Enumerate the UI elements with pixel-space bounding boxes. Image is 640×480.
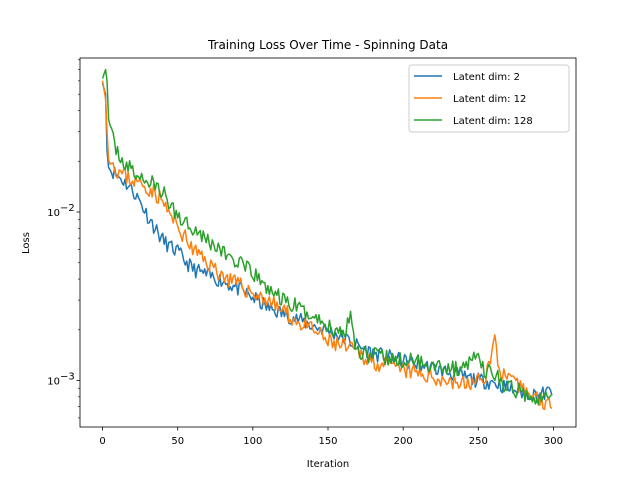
series-line-2 [101, 68, 553, 406]
x-axis: 0 50 100 150 200 250 300 [99, 427, 563, 447]
legend-label: Latent dim: 2 [453, 72, 520, 83]
y-tick-exponent: −2 [60, 203, 75, 214]
x-tick-label: 200 [394, 436, 413, 447]
series-line-0 [101, 83, 553, 403]
legend-label: Latent dim: 128 [453, 116, 533, 127]
y-tick-label: 10 [47, 377, 60, 388]
x-tick-label: 300 [544, 436, 563, 447]
x-tick-label: 0 [99, 436, 105, 447]
y-tick-exponent: −3 [60, 372, 75, 383]
y-tick-label: 10 [47, 208, 60, 219]
y-axis: 10−310−2 [47, 59, 80, 419]
y-axis-label: Loss [21, 232, 32, 254]
chart-title: Training Loss Over Time - Spinning Data [207, 38, 448, 52]
x-tick-label: 150 [318, 436, 337, 447]
x-tick-label: 100 [243, 436, 262, 447]
legend: Latent dim: 2 Latent dim: 12 Latent dim: 1… [408, 64, 570, 133]
legend-label: Latent dim: 12 [453, 94, 526, 105]
x-axis-label: Iteration [307, 459, 349, 470]
x-tick-label: 50 [171, 436, 184, 447]
x-tick-label: 250 [469, 436, 488, 447]
plot-lines [101, 68, 553, 411]
legend-box [408, 64, 570, 133]
series-line-1 [101, 80, 553, 411]
